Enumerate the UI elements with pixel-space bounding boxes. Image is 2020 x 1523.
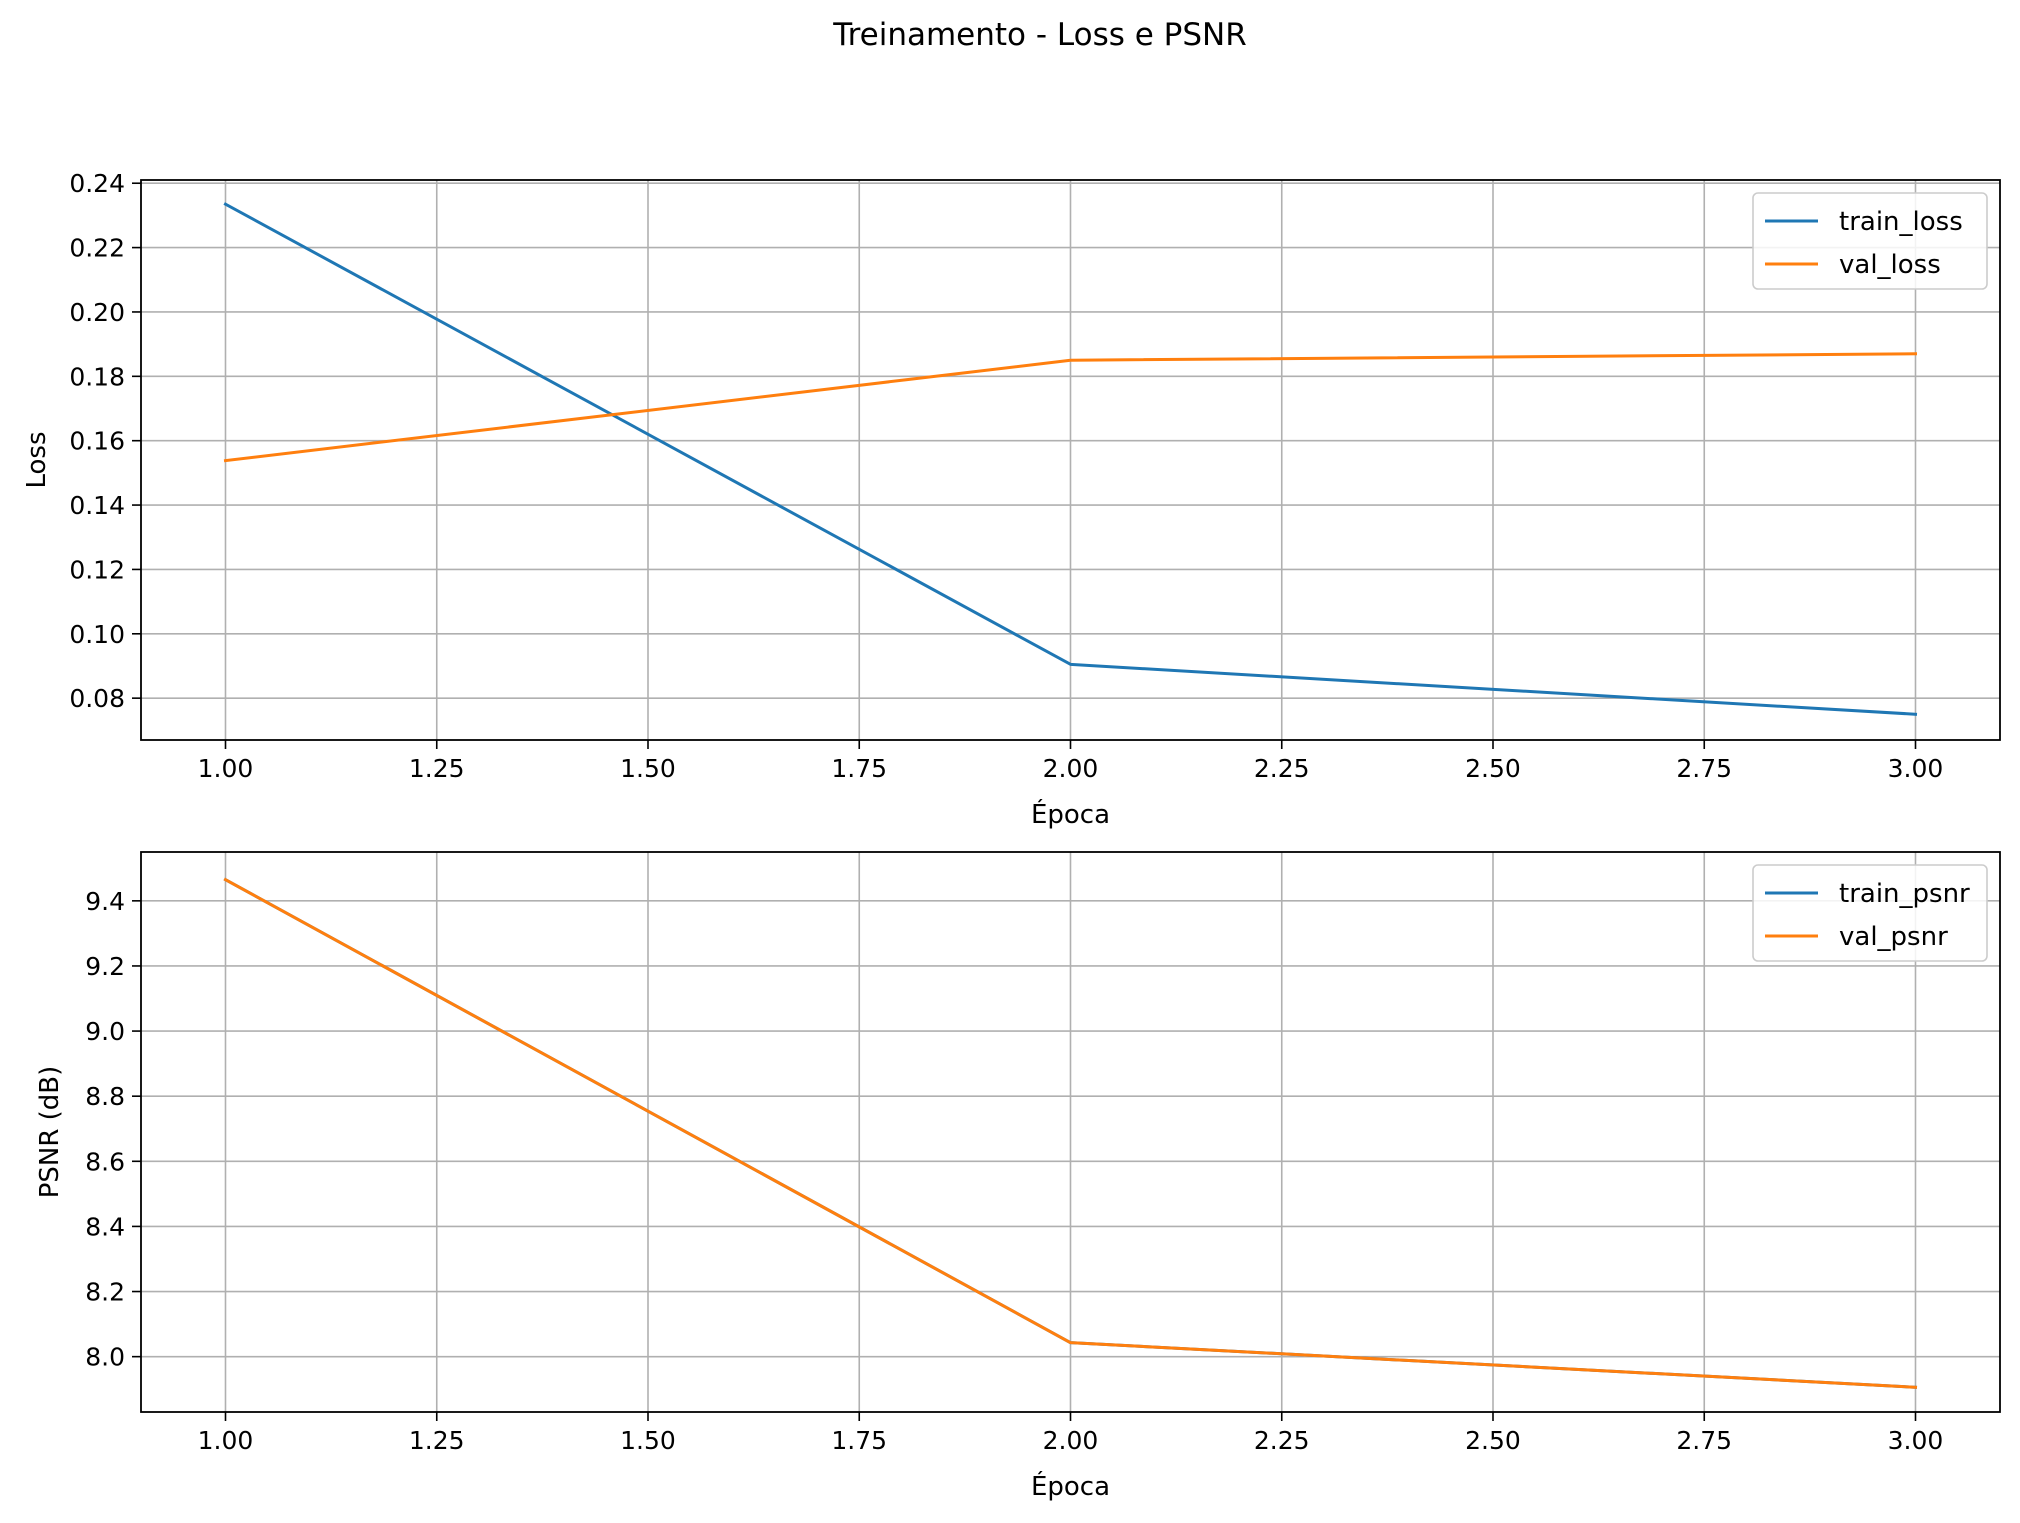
loss-y-tick-label: 0.16 [69,427,125,456]
loss-y-axis-label: Loss [22,431,52,488]
loss-y-tick-label: 0.10 [69,620,125,649]
loss-x-tick-label: 1.75 [831,754,887,783]
loss-y-tick-label: 0.22 [69,234,125,263]
psnr-y-tick-label: 8.8 [85,1082,125,1111]
loss-x-tick-label: 2.25 [1254,754,1310,783]
loss-x-axis-label: Época [1031,798,1110,830]
psnr-legend-label-train_psnr: train_psnr [1839,879,1970,909]
psnr-x-tick-label: 2.75 [1676,1426,1732,1455]
psnr-legend: train_psnr val_psnr [1752,864,1988,962]
psnr-x-tick-label: 1.00 [198,1426,254,1455]
loss-x-tick-label: 1.00 [198,754,254,783]
psnr-x-tick-label: 2.25 [1254,1426,1310,1455]
loss-x-tick-label: 1.50 [620,754,676,783]
psnr-x-tick-label: 2.00 [1043,1426,1099,1455]
psnr-x-tick-label: 1.50 [620,1426,676,1455]
loss-y-tick-label: 0.18 [69,362,125,391]
loss-y-tick-label: 0.08 [69,684,125,713]
psnr-x-tick-label: 1.25 [409,1426,465,1455]
psnr-x-axis-label: Época [1031,1470,1110,1502]
psnr-y-tick-label: 9.0 [85,1017,125,1046]
psnr-x-tick-label: 1.75 [831,1426,887,1455]
loss-series-train_loss [223,202,1918,716]
loss-legend: train_loss val_loss [1752,192,1988,290]
psnr-x-tick-label: 2.50 [1465,1426,1521,1455]
figure-title: Treinamento - Loss e PSNR [832,17,1247,53]
psnr-y-tick-label: 8.6 [85,1147,125,1176]
loss-x-tick-label: 1.25 [409,754,465,783]
loss-x-tick-label: 2.50 [1465,754,1521,783]
psnr-y-tick-label: 9.2 [85,952,125,981]
loss-x-tick-label: 2.00 [1043,754,1099,783]
psnr-x-tick-label: 3.00 [1888,1426,1944,1455]
psnr-y-tick-label: 8.2 [85,1278,125,1307]
loss-subplot: 1.00 1.25 1.50 1.75 2.00 2.25 2.50 2.75 3.00 0.08… [22,169,2001,830]
psnr-legend-label-val_psnr: val_psnr [1839,922,1948,952]
loss-y-tick-label: 0.20 [69,298,125,327]
loss-series-val_loss [223,352,1918,463]
loss-x-tick-label: 3.00 [1888,754,1944,783]
loss-x-tick-label: 2.75 [1676,754,1732,783]
psnr-y-tick-label: 9.4 [85,887,125,916]
psnr-y-tick-label: 8.4 [85,1212,125,1241]
psnr-y-tick-label: 8.0 [85,1343,125,1372]
loss-y-tick-label: 0.12 [69,555,125,584]
psnr-series-val_psnr [223,877,1918,1389]
loss-y-tick-label: 0.24 [69,169,125,198]
loss-legend-label-val_loss: val_loss [1839,250,1941,280]
loss-legend-label-train_loss: train_loss [1839,207,1963,237]
psnr-subplot: 1.00 1.25 1.50 1.75 2.00 2.25 2.50 2.75 3.00 8.0 8… [35,851,2001,1502]
loss-y-tick-label: 0.14 [69,491,125,520]
psnr-y-axis-label: PSNR (dB) [35,1066,65,1199]
